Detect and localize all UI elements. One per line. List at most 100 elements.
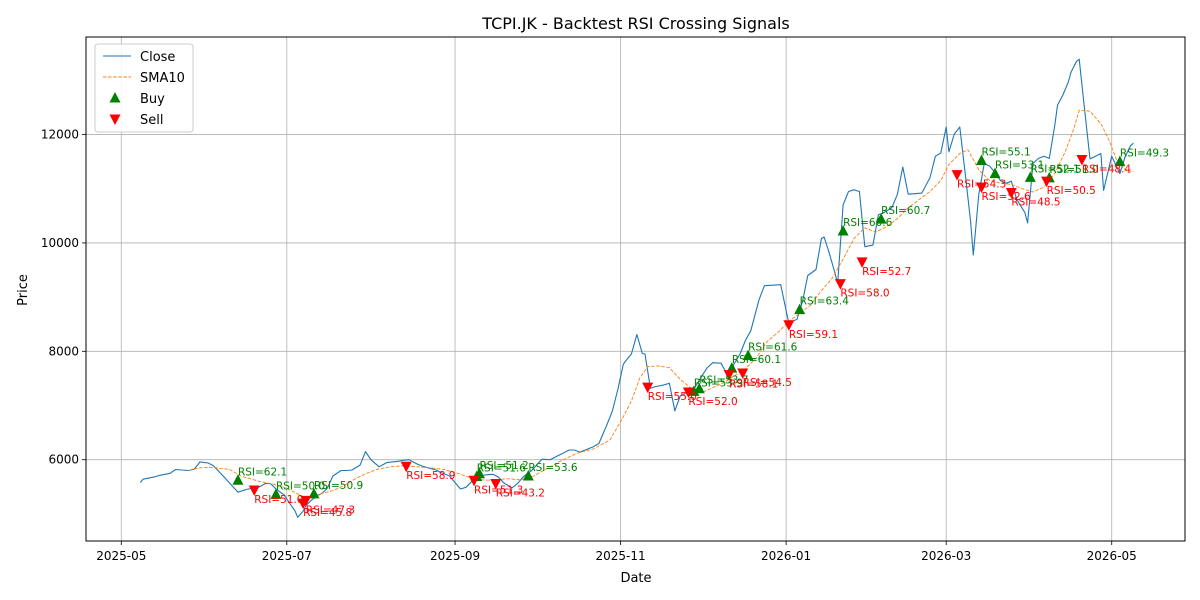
buy-marker [1024, 171, 1036, 182]
buy-signal-label: RSI=60.1 [732, 354, 781, 366]
legend-entry-label: Buy [140, 92, 165, 107]
buy-signal-label: RSI=51.2 [479, 460, 528, 472]
x-tick-label: 2026-05 [1087, 549, 1137, 563]
buy-signal-label: RSI=53.9 [694, 377, 743, 389]
sell-marker [682, 387, 694, 398]
x-tick-label: 2025-07 [262, 549, 312, 563]
sell-marker [1005, 188, 1017, 199]
buy-marker [232, 474, 244, 485]
x-tick-label: 2025-09 [430, 549, 480, 563]
x-tick-label: 2025-05 [96, 549, 146, 563]
sell-marker [783, 320, 795, 331]
sell-signal-label: RSI=52.6 [981, 191, 1031, 203]
buy-signal-label: RSI=55.1 [981, 147, 1030, 159]
legend-sell-swatch [109, 114, 121, 125]
buy-signal-label: RSI=60.6 [843, 217, 893, 229]
x-tick-label: 2025-11 [596, 549, 646, 563]
x-tick-label: 2026-03 [921, 549, 971, 563]
x-tick-label: 2026-01 [761, 549, 811, 563]
sell-signal-label: RSI=55.0 [648, 391, 697, 403]
y-tick-label: 8000 [48, 344, 79, 358]
sell-signal-label: RSI=52.0 [688, 396, 737, 408]
sell-signal-label: RSI=54.5 [743, 377, 792, 389]
sell-marker [248, 485, 260, 497]
buy-marker [875, 213, 887, 224]
sell-signal-label: RSI=48.4 [1082, 163, 1132, 175]
y-tick-label: 10000 [41, 236, 79, 250]
close-line [139, 58, 1134, 518]
buy-signal-label: RSI=50.9 [314, 480, 363, 492]
legend-entry-label: SMA10 [140, 71, 185, 86]
buy-signal-label: RSI=53.1 [995, 160, 1044, 172]
plot-frame [85, 36, 1186, 542]
sell-signal-label: RSI=58.0 [840, 288, 889, 300]
buy-signal-label: RSI=50.0 [276, 480, 325, 492]
buy-marker [989, 167, 1001, 179]
sell-signal-label: RSI=52.7 [862, 266, 911, 278]
sell-marker [490, 479, 502, 490]
sell-marker [856, 257, 868, 268]
buy-marker [794, 303, 806, 315]
sell-marker [975, 182, 987, 194]
grid-lines [86, 37, 1185, 541]
sell-signal-label: RSI=54.3 [957, 179, 1006, 191]
signal-markers [232, 154, 1126, 510]
buy-signal-label: RSI=61.6 [748, 342, 798, 354]
sell-marker [834, 279, 846, 290]
buy-marker [270, 488, 282, 499]
sell-signal-label: RSI=58.9 [406, 470, 455, 482]
legend-entry-label: Sell [140, 113, 163, 128]
sell-signal-label: RSI=59.1 [789, 329, 838, 341]
sell-marker [723, 370, 735, 381]
x-axis-label: Date [620, 571, 651, 586]
buy-marker [1114, 155, 1126, 167]
buy-marker [308, 487, 320, 499]
sell-marker [400, 461, 412, 473]
chart-title: TCPI.JK - Backtest RSI Crossing Signals [481, 14, 790, 33]
axis-ticks: 2025-05 2025-07 2025-09 2025-11 2026-01 2026-… [41, 128, 1137, 563]
buy-marker [688, 385, 700, 396]
sell-marker [1041, 176, 1053, 188]
sell-marker [951, 170, 963, 181]
buy-signal-label: RSI=53.6 [528, 462, 578, 474]
sell-marker [300, 495, 312, 507]
sell-marker [468, 475, 480, 487]
buy-signal-label: RSI=51.6 [477, 463, 527, 475]
buy-marker [522, 469, 534, 481]
sell-signal-label: RSI=47.3 [306, 504, 355, 516]
buy-marker [726, 362, 738, 373]
legend-buy-swatch [109, 92, 121, 103]
sell-signal-label: RSI=48.5 [1011, 197, 1060, 209]
sell-signal-label: RSI=58.1 [729, 379, 778, 391]
buy-signal-label: RSI=63.4 [800, 296, 850, 308]
buy-marker [742, 349, 754, 361]
buy-marker [473, 467, 485, 479]
buy-signal-label: RSI=51.0 [1049, 164, 1098, 176]
y-tick-label: 12000 [41, 128, 79, 142]
buy-marker [693, 382, 705, 394]
sell-signal-label: RSI=43.2 [496, 488, 545, 500]
buy-signal-label: RSI=52.1 [1030, 163, 1079, 175]
y-tick-label: 6000 [48, 453, 79, 467]
sell-marker [737, 368, 749, 379]
y-axis-label: Price [16, 274, 31, 306]
buy-signal-label: RSI=53.7 [699, 375, 748, 387]
legend-entry-label: Close [140, 50, 175, 65]
sell-signal-label: RSI=51.0 [254, 494, 303, 506]
legend-box [94, 43, 194, 133]
sell-signal-label: RSI=51.3 [474, 484, 523, 496]
sell-marker [642, 382, 654, 394]
buy-signal-label: RSI=62.1 [238, 466, 287, 478]
buy-marker [975, 154, 987, 166]
sell-marker [1076, 154, 1088, 166]
sell-signal-label: RSI=50.5 [1047, 185, 1096, 197]
buy-signal-label: RSI=60.7 [881, 205, 930, 217]
buy-signal-label: RSI=49.3 [1120, 148, 1169, 160]
sell-signal-label: RSI=45.8 [303, 507, 352, 519]
buy-marker [837, 225, 849, 236]
legend: Close SMA10 Buy Sell [94, 43, 194, 133]
